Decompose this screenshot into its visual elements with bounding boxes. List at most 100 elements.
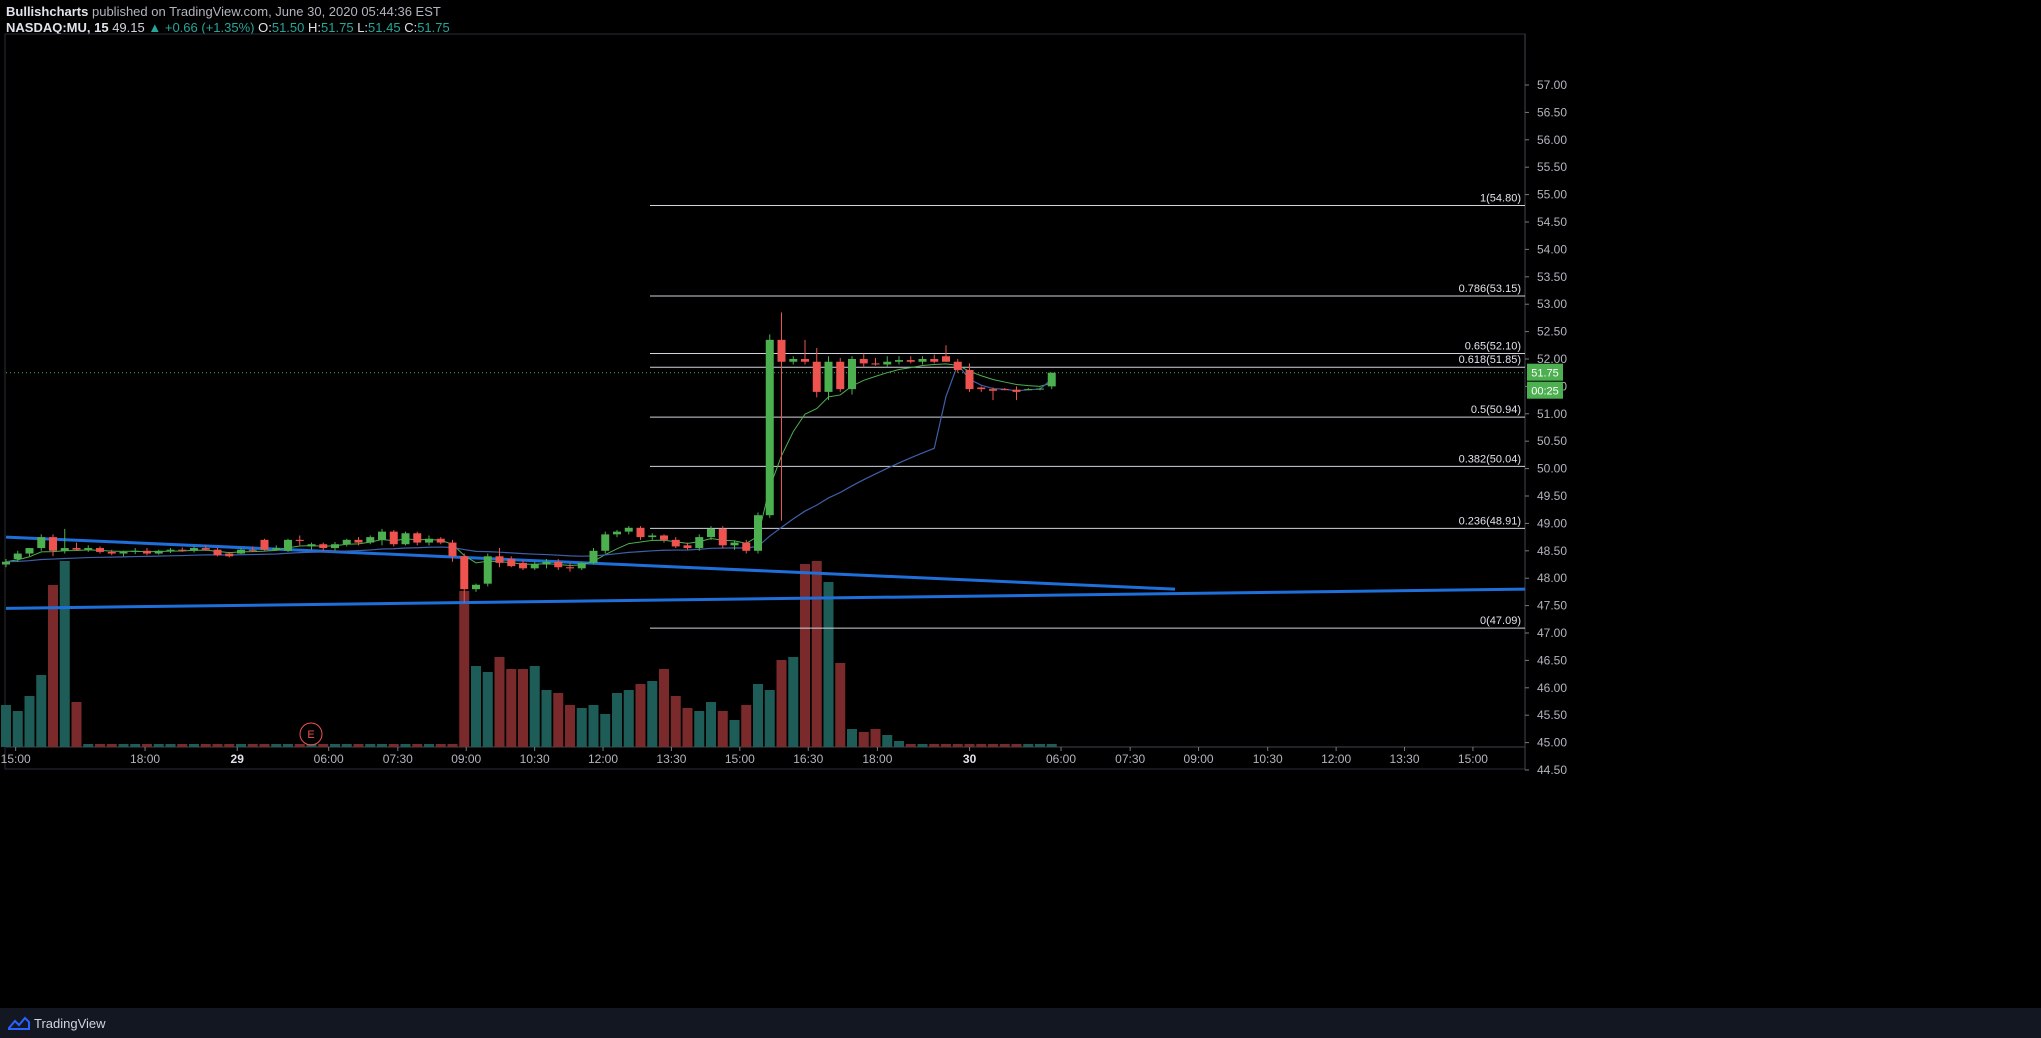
volume-bar (71, 702, 82, 747)
volume-bar (471, 666, 481, 747)
volume-bar (576, 708, 587, 747)
volume-bar (917, 744, 928, 747)
publish-info: published on TradingView.com, June 30, 2… (91, 4, 441, 19)
candle-body (96, 548, 104, 552)
volume-bar (95, 744, 105, 747)
fib-level-label: 0.382(50.04) (1459, 453, 1521, 465)
ema-line (5, 363, 1052, 566)
volume-bar (1, 705, 11, 747)
volume-bar (48, 585, 58, 747)
volume-bar (200, 744, 211, 747)
volume-bar (341, 744, 352, 747)
volume-bar (988, 744, 998, 747)
volume-bar (59, 561, 70, 747)
candle-body (425, 538, 433, 543)
author-name[interactable]: Bullishcharts (6, 4, 89, 19)
volume-bar (999, 744, 1010, 747)
volume-bar (882, 735, 893, 747)
candle-body (401, 533, 410, 545)
volume-bar (600, 714, 611, 747)
price-tick-label: 53.00 (1537, 297, 1567, 311)
candle-body (460, 556, 469, 590)
time-tick-label: 29 (231, 752, 245, 766)
volume-bar (753, 684, 763, 747)
volume-bar (941, 744, 951, 747)
candle-body (154, 550, 163, 554)
candle-body (190, 548, 198, 551)
volume-bar (318, 744, 329, 747)
earnings-marker-icon (299, 722, 323, 746)
tradingview-logo-icon[interactable] (8, 1016, 30, 1030)
price-tick-label: 52.50 (1537, 325, 1567, 339)
candle-body (60, 548, 69, 551)
volume-bar (553, 693, 564, 747)
time-tick-label: 07:30 (1115, 752, 1145, 766)
chart-header: Bullishcharts published on TradingView.c… (6, 4, 450, 36)
volume-bar (83, 744, 94, 747)
price-tick-label: 55.50 (1537, 160, 1567, 174)
candle-body (319, 544, 328, 549)
fib-level-label: 0.5(50.94) (1471, 404, 1521, 416)
volume-bar (788, 657, 799, 747)
price-tick-label: 48.50 (1537, 544, 1567, 558)
footer-brand[interactable]: TradingView (34, 1016, 106, 1031)
candle-body (765, 339, 774, 516)
ascending-trendline (5, 587, 1526, 610)
time-tick-label: 13:30 (1390, 752, 1420, 766)
price-tick-label: 47.00 (1537, 626, 1567, 640)
candle-body (284, 539, 292, 551)
volume-bar (588, 705, 599, 747)
time-tick-label: 15:00 (1458, 752, 1488, 766)
countdown-tag (1527, 381, 1563, 399)
time-tick-label: 15:00 (725, 752, 755, 766)
volume-bar (153, 744, 164, 747)
volume-bar (811, 561, 822, 747)
candle-body (660, 535, 668, 540)
fib-level-label: 0(47.09) (1480, 615, 1521, 627)
candle-body (577, 562, 586, 569)
candle-body (307, 544, 316, 547)
candle-body (483, 556, 492, 584)
volume-bar (365, 744, 376, 747)
candle-body (930, 359, 939, 362)
fib-level-label: 1(54.80) (1480, 193, 1521, 205)
volume-bar (929, 744, 940, 747)
price-tick-label: 45.00 (1537, 736, 1567, 750)
candle-body (131, 550, 140, 552)
candle-body (72, 548, 81, 550)
candle-body (742, 542, 751, 551)
candle-body (260, 539, 269, 550)
candle-body (389, 531, 398, 545)
price-tick-label: 56.00 (1537, 133, 1567, 147)
volume-bar (706, 702, 716, 747)
candle-body (824, 361, 833, 392)
price-chart[interactable]: 1(54.80) 0.786(53.15) 0.65(52.10)0.618(51.… (0, 0, 2041, 1008)
price-tick-label: 53.50 (1537, 270, 1567, 284)
candle-body (918, 359, 927, 362)
volume-bar (118, 744, 129, 747)
symbol-label[interactable]: NASDAQ:MU, 15 (6, 20, 109, 35)
candle-body (730, 542, 739, 546)
volume-bar (165, 744, 176, 747)
low-value: 51.45 (368, 20, 401, 35)
time-tick-label: 18:00 (862, 752, 892, 766)
time-tick-label: 07:30 (383, 752, 413, 766)
volume-bar (800, 564, 810, 747)
candle-body (566, 567, 574, 569)
volume-bar (729, 720, 740, 747)
volume-bar (353, 744, 364, 747)
candle-body (213, 549, 222, 556)
volume-bar (24, 696, 35, 747)
price-change: ▲ +0.66 (+1.35%) (148, 20, 255, 35)
countdown-text: 00:25 (1531, 386, 1559, 398)
volume-bar (1046, 744, 1057, 747)
candle-body (354, 539, 363, 543)
volume-bar (177, 744, 188, 747)
candle-body (942, 356, 950, 362)
price-tick-label: 49.00 (1537, 516, 1567, 530)
candle-body (201, 548, 210, 550)
time-tick-label: 13:30 (656, 752, 686, 766)
candle-body (754, 515, 762, 551)
volume-bar (518, 669, 528, 747)
high-value: 51.75 (321, 20, 354, 35)
